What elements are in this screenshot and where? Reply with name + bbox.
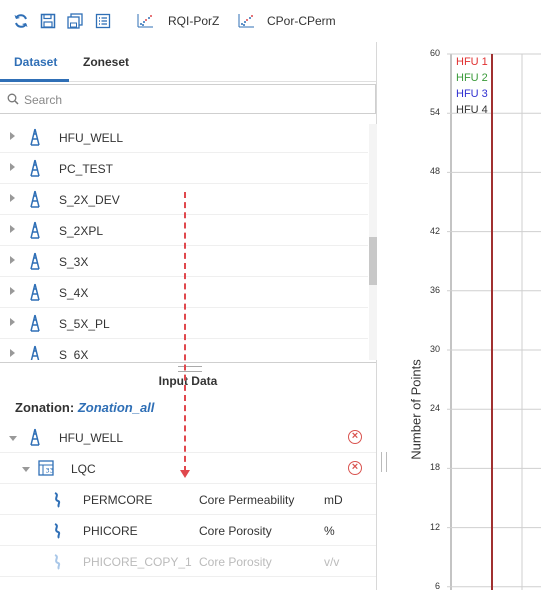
y-tick-label: 36 xyxy=(429,284,440,295)
well-name: S_3X xyxy=(59,255,89,269)
dataset-icon: 33 xyxy=(38,460,54,479)
legend-item: HFU 1 xyxy=(456,56,488,68)
chevron-right-icon[interactable] xyxy=(10,349,15,357)
zonation-value[interactable]: Zonation_all xyxy=(77,400,155,415)
scrollbar-thumb[interactable] xyxy=(369,237,377,285)
chevron-down-icon[interactable] xyxy=(22,467,30,472)
well-name: S_2XPL xyxy=(59,224,104,238)
list-icon[interactable] xyxy=(93,11,113,31)
splitter-handle[interactable] xyxy=(381,452,387,472)
well-icon xyxy=(28,128,42,149)
y-tick-label: 42 xyxy=(429,225,440,236)
input-well-row[interactable]: HFU_WELL × xyxy=(0,422,376,453)
remove-dataset-icon[interactable]: × xyxy=(348,461,362,475)
input-dataset-name: LQC xyxy=(71,462,96,476)
y-tick-label: 18 xyxy=(429,462,440,473)
well-icon xyxy=(28,190,42,211)
active-tab-indicator xyxy=(0,79,69,82)
input-data-title: Input Data xyxy=(158,374,218,388)
save-icon[interactable] xyxy=(38,11,58,31)
remove-well-icon[interactable]: × xyxy=(348,430,362,444)
chevron-right-icon[interactable] xyxy=(10,163,15,171)
well-name: S_2X_DEV xyxy=(59,193,120,207)
zonation-caption: Zonation: xyxy=(15,400,75,415)
svg-text:33: 33 xyxy=(46,467,54,475)
curve-family: Core Permeability xyxy=(199,493,295,507)
curve-icon xyxy=(52,523,64,542)
well-icon xyxy=(28,252,42,273)
chevron-right-icon[interactable] xyxy=(10,132,15,140)
plot-button-rqi-porz[interactable]: RQI-PorZ xyxy=(168,14,220,28)
chevron-right-icon[interactable] xyxy=(10,225,15,233)
chevron-down-icon[interactable] xyxy=(9,436,17,441)
well-icon xyxy=(28,345,42,360)
refresh-icon[interactable] xyxy=(11,11,31,31)
well-tree-item[interactable]: PC_TEST xyxy=(0,153,368,184)
save-all-icon[interactable] xyxy=(65,11,85,31)
well-icon xyxy=(28,159,42,180)
chevron-right-icon[interactable] xyxy=(10,287,15,295)
chevron-right-icon[interactable] xyxy=(10,318,15,326)
legend-item: HFU 4 xyxy=(456,104,488,116)
search-icon xyxy=(7,93,19,108)
well-name: S_5X_PL xyxy=(59,317,110,331)
well-icon xyxy=(28,428,42,449)
legend-item: HFU 3 xyxy=(456,88,488,100)
input-curve-row[interactable]: PHICORE_COPY_1 Core Porosity v/v xyxy=(0,546,376,577)
well-name: S_4X xyxy=(59,286,89,300)
search-box xyxy=(0,84,376,114)
chart-canvas xyxy=(447,53,541,590)
curve-unit: mD xyxy=(324,493,343,507)
tab-dataset[interactable]: Dataset xyxy=(14,55,58,69)
y-tick-label: 48 xyxy=(429,166,440,177)
curve-name: PERMCORE xyxy=(83,493,153,507)
curve-icon xyxy=(52,492,64,511)
scatter-plot-icon[interactable] xyxy=(135,11,155,31)
y-tick-label: 54 xyxy=(429,107,440,118)
curve-icon xyxy=(52,554,64,573)
tab-bar: Dataset Zoneset xyxy=(0,42,376,82)
curve-name: PHICORE_COPY_1 xyxy=(83,555,192,569)
well-icon xyxy=(28,283,42,304)
chevron-right-icon[interactable] xyxy=(10,256,15,264)
zonation-label: Zonation: Zonation_all xyxy=(15,400,154,415)
input-curve-row[interactable]: PERMCORE Core Permeability mD xyxy=(0,484,376,515)
panel-divider xyxy=(0,362,376,363)
plot-button-cpor-cperm[interactable]: CPor-CPerm xyxy=(267,14,336,28)
curve-unit: % xyxy=(324,524,335,538)
well-icon xyxy=(28,314,42,335)
y-tick-label: 30 xyxy=(429,344,440,354)
curve-name: PHICORE xyxy=(83,524,138,538)
well-name: HFU_WELL xyxy=(59,131,124,145)
well-icon xyxy=(28,221,42,242)
legend-item: HFU 2 xyxy=(456,72,488,84)
y-tick-label: 60 xyxy=(429,48,440,58)
histogram-chart: Number of Points 60 54 48 42 36 30 24 18 12 6 HFU… xyxy=(388,42,541,591)
data-panel: Dataset Zoneset HFU_WELL PC_TEST S_2X_DEV S… xyxy=(0,42,377,590)
search-input[interactable] xyxy=(24,91,364,109)
input-well-name: HFU_WELL xyxy=(59,431,124,445)
input-dataset-row[interactable]: 33 LQC × xyxy=(0,453,376,484)
scatter-plot-icon[interactable] xyxy=(236,11,256,31)
resize-handle[interactable] xyxy=(178,366,202,372)
chevron-right-icon[interactable] xyxy=(10,194,15,202)
curve-unit: v/v xyxy=(324,555,340,569)
well-name: PC_TEST xyxy=(59,162,114,176)
tab-zoneset[interactable]: Zoneset xyxy=(83,55,130,69)
toolbar: RQI-PorZ CPor-CPerm xyxy=(0,0,541,42)
y-tick-label: 6 xyxy=(434,580,440,591)
y-tick-label: 12 xyxy=(429,521,440,532)
input-curve-row[interactable]: PHICORE Core Porosity % xyxy=(0,515,376,546)
well-tree-item[interactable]: S_6X xyxy=(0,339,368,360)
drag-arrow-line xyxy=(184,192,186,472)
drag-arrow-head xyxy=(180,470,190,478)
curve-family: Core Porosity xyxy=(199,555,272,569)
curve-family: Core Porosity xyxy=(199,524,272,538)
well-tree-item[interactable]: HFU_WELL xyxy=(0,124,368,153)
well-name: S_6X xyxy=(59,348,89,360)
y-tick-label: 24 xyxy=(429,403,440,414)
